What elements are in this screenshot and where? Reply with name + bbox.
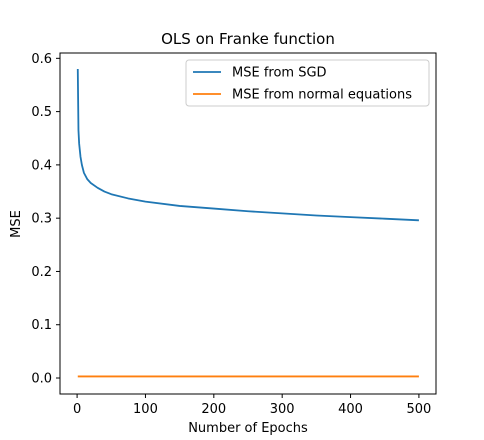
y-tick-label: 0.5 (31, 105, 52, 120)
y-tick-label: 0.4 (31, 158, 52, 173)
legend-label-2: MSE from normal equations (232, 88, 412, 103)
plot-frame (59, 52, 437, 395)
x-tick-label: 400 (338, 402, 363, 417)
legend: MSE from SGD MSE from normal equations (185, 59, 430, 107)
x-axis-label: Number of Epochs (188, 421, 308, 436)
y-tick-label: 0.0 (31, 372, 52, 387)
x-tick-label: 200 (201, 402, 226, 417)
x-tick-label: 500 (406, 402, 431, 417)
x-tick-label: 0 (73, 402, 81, 417)
y-axis-label: MSE (9, 210, 24, 238)
chart-title: OLS on Franke function (161, 30, 335, 48)
x-tick-label: 100 (133, 402, 158, 417)
y-tick-label: 0.1 (31, 318, 52, 333)
legend-label-1: MSE from SGD (232, 66, 327, 81)
y-tick-label: 0.6 (31, 52, 52, 67)
y-tick-label: 0.3 (31, 212, 52, 227)
x-tick-label: 300 (270, 402, 295, 417)
series-line-1 (76, 68, 419, 222)
legend-box (185, 59, 430, 107)
y-tick-label: 0.2 (31, 265, 52, 280)
